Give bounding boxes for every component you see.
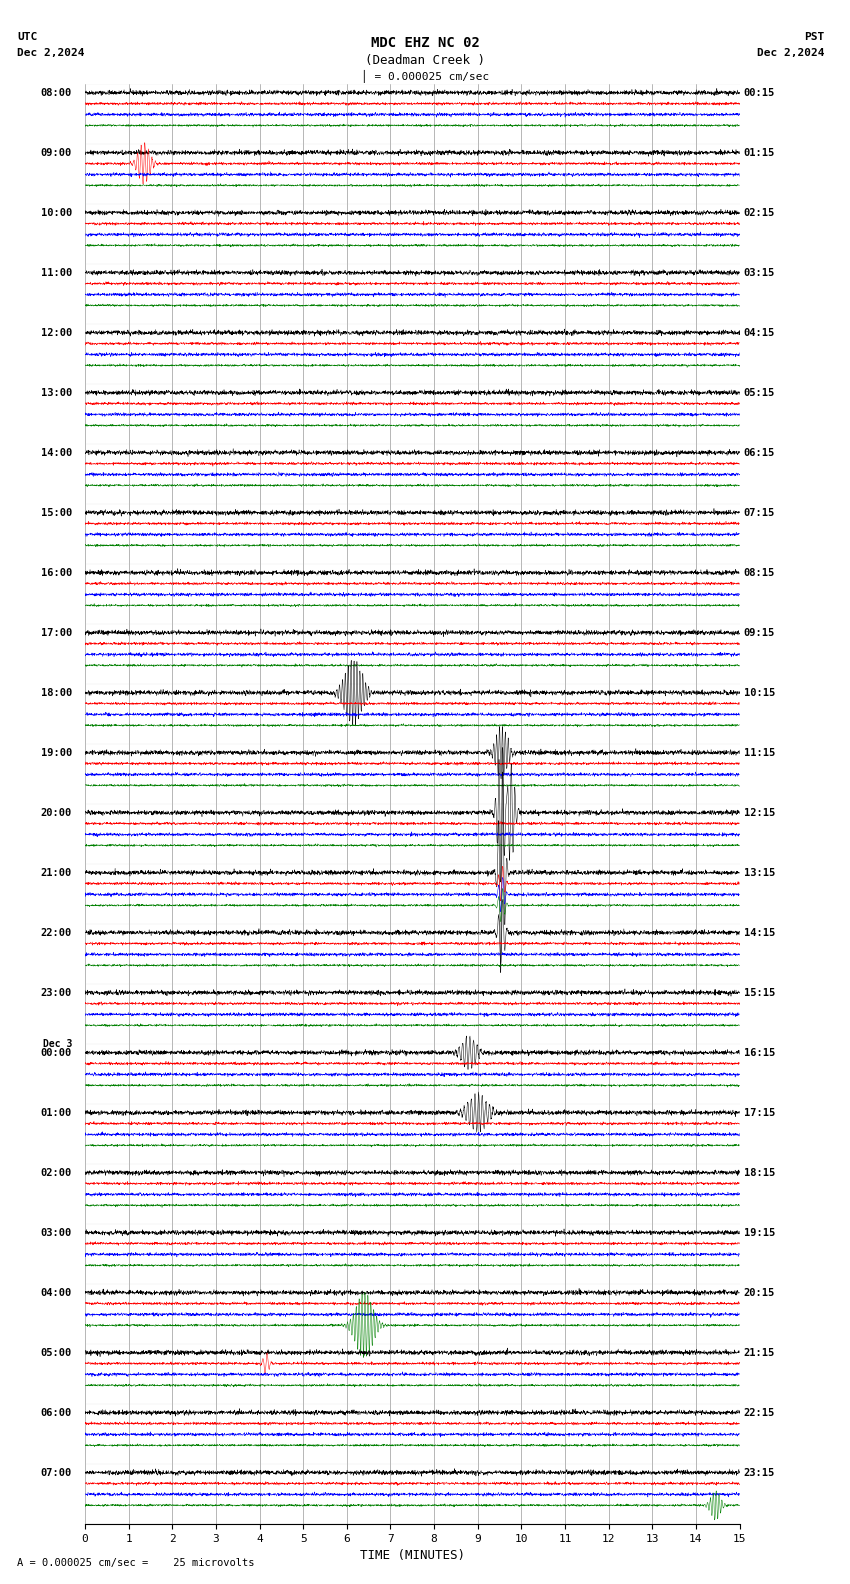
Text: 18:00: 18:00	[41, 687, 72, 697]
Text: 01:15: 01:15	[744, 147, 775, 158]
Text: 10:00: 10:00	[41, 208, 72, 217]
Text: 22:00: 22:00	[41, 928, 72, 938]
Text: 19:15: 19:15	[744, 1228, 775, 1237]
Text: 05:15: 05:15	[744, 388, 775, 398]
Text: 18:15: 18:15	[744, 1167, 775, 1177]
Text: 00:00: 00:00	[41, 1047, 72, 1058]
Text: 07:00: 07:00	[41, 1467, 72, 1478]
Text: 09:15: 09:15	[744, 627, 775, 638]
Text: 21:00: 21:00	[41, 868, 72, 878]
Text: 14:15: 14:15	[744, 928, 775, 938]
Text: 23:00: 23:00	[41, 987, 72, 998]
Text: 00:15: 00:15	[744, 87, 775, 98]
Text: 16:15: 16:15	[744, 1047, 775, 1058]
X-axis label: TIME (MINUTES): TIME (MINUTES)	[360, 1549, 465, 1562]
Text: 08:00: 08:00	[41, 87, 72, 98]
Text: 05:00: 05:00	[41, 1348, 72, 1357]
Text: Dec 2,2024: Dec 2,2024	[17, 48, 84, 57]
Text: 14:00: 14:00	[41, 448, 72, 458]
Text: 07:15: 07:15	[744, 507, 775, 518]
Text: 12:00: 12:00	[41, 328, 72, 337]
Text: 17:15: 17:15	[744, 1107, 775, 1118]
Text: 01:00: 01:00	[41, 1107, 72, 1118]
Text: 20:00: 20:00	[41, 808, 72, 817]
Text: 06:00: 06:00	[41, 1408, 72, 1418]
Text: 15:15: 15:15	[744, 987, 775, 998]
Text: │ = 0.000025 cm/sec: │ = 0.000025 cm/sec	[361, 70, 489, 82]
Text: 04:15: 04:15	[744, 328, 775, 337]
Text: 13:15: 13:15	[744, 868, 775, 878]
Text: 09:00: 09:00	[41, 147, 72, 158]
Text: PST: PST	[804, 32, 824, 41]
Text: (Deadman Creek ): (Deadman Creek )	[365, 54, 485, 67]
Text: 04:00: 04:00	[41, 1288, 72, 1297]
Text: 19:00: 19:00	[41, 748, 72, 757]
Text: 11:15: 11:15	[744, 748, 775, 757]
Text: 02:15: 02:15	[744, 208, 775, 217]
Text: 22:15: 22:15	[744, 1408, 775, 1418]
Text: 13:00: 13:00	[41, 388, 72, 398]
Text: 20:15: 20:15	[744, 1288, 775, 1297]
Text: 08:15: 08:15	[744, 567, 775, 578]
Text: Dec 3: Dec 3	[42, 1039, 72, 1049]
Text: 16:00: 16:00	[41, 567, 72, 578]
Text: 11:00: 11:00	[41, 268, 72, 277]
Text: A = 0.000025 cm/sec =    25 microvolts: A = 0.000025 cm/sec = 25 microvolts	[17, 1559, 254, 1568]
Text: Dec 2,2024: Dec 2,2024	[757, 48, 824, 57]
Text: 03:00: 03:00	[41, 1228, 72, 1237]
Text: 02:00: 02:00	[41, 1167, 72, 1177]
Text: 03:15: 03:15	[744, 268, 775, 277]
Text: 12:15: 12:15	[744, 808, 775, 817]
Text: 23:15: 23:15	[744, 1467, 775, 1478]
Text: 21:15: 21:15	[744, 1348, 775, 1357]
Text: UTC: UTC	[17, 32, 37, 41]
Text: 10:15: 10:15	[744, 687, 775, 697]
Text: MDC EHZ NC 02: MDC EHZ NC 02	[371, 36, 479, 51]
Text: 06:15: 06:15	[744, 448, 775, 458]
Text: 15:00: 15:00	[41, 507, 72, 518]
Text: 17:00: 17:00	[41, 627, 72, 638]
